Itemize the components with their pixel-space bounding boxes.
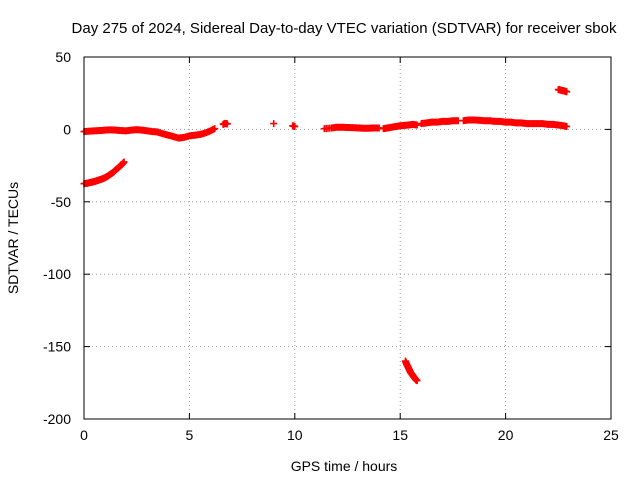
series-arc-2 — [154, 125, 219, 142]
data-point — [223, 120, 231, 128]
y-tick-label: -50 — [51, 194, 71, 210]
y-tick-label: 50 — [55, 49, 71, 65]
series-arc-1 — [80, 126, 162, 136]
x-axis-label: GPS time / hours — [291, 458, 398, 474]
data-point — [211, 125, 219, 133]
x-tick-label: 20 — [498, 427, 514, 443]
x-tick-label: 10 — [287, 427, 303, 443]
series-arc-12 — [401, 357, 421, 385]
axis-ticks — [83, 56, 612, 420]
chart-title: Day 275 of 2024, Sidereal Day-to-day VTE… — [72, 20, 617, 37]
data-points — [80, 86, 571, 385]
y-tick-label: -150 — [43, 339, 71, 355]
x-tick-label: 25 — [603, 427, 619, 443]
series-arc-3 — [219, 119, 231, 128]
y-tick-labels: -200 -150 -100 -50 0 50 — [43, 49, 71, 427]
series-arc-9 — [459, 116, 571, 131]
y-tick-label: 0 — [63, 121, 71, 137]
data-point — [120, 158, 128, 166]
x-tick-label: 15 — [392, 427, 408, 443]
x-tick-labels: 0 5 10 15 20 25 — [80, 427, 619, 443]
data-point — [270, 120, 278, 128]
series-arc-10 — [554, 86, 571, 96]
series-arc-6 — [320, 123, 383, 133]
series-arc-8 — [417, 117, 462, 128]
series-arc-4 — [270, 120, 278, 128]
data-point — [563, 123, 571, 131]
y-axis-label: SDTVAR / TECUs — [5, 182, 21, 294]
data-point — [413, 121, 421, 129]
series-arc-5 — [289, 122, 299, 131]
y-tick-label: -100 — [43, 266, 71, 282]
series-arc-7 — [379, 120, 421, 133]
x-tick-label: 5 — [186, 427, 194, 443]
grid-lines — [84, 57, 611, 419]
x-tick-label: 0 — [80, 427, 88, 443]
data-point — [291, 123, 299, 131]
series-arc-11 — [80, 158, 128, 188]
y-tick-label: -200 — [43, 411, 71, 427]
data-point — [413, 377, 421, 385]
plot-frame — [83, 56, 612, 420]
data-point — [563, 88, 571, 96]
